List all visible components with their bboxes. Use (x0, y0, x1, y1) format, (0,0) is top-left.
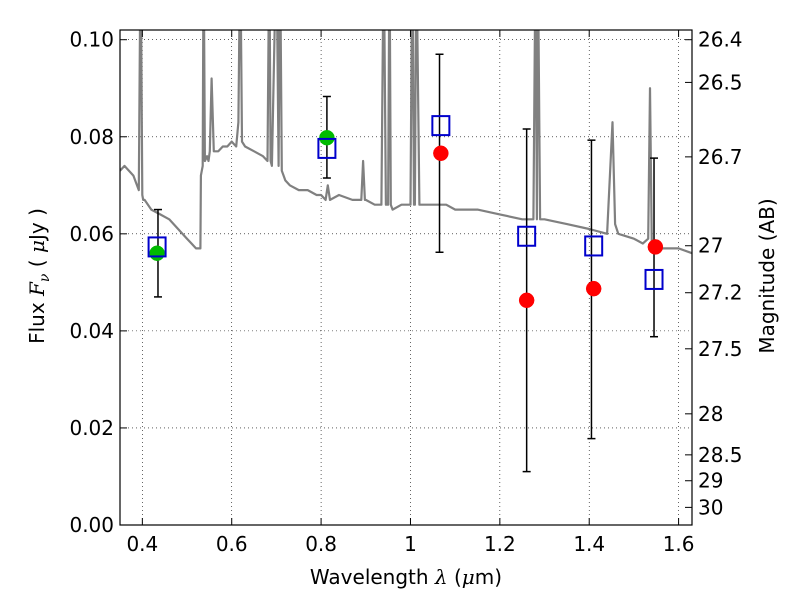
y-tick-label: 0.06 (69, 222, 114, 246)
model-square-point (644, 268, 664, 290)
right-tick-label: 26.4 (698, 28, 743, 52)
green-point (319, 129, 335, 146)
red-point (585, 280, 602, 297)
model-square-point (147, 236, 167, 258)
red-point (518, 292, 535, 309)
model-square-point (517, 225, 537, 247)
x-tick-label: 1.2 (484, 532, 516, 556)
right-tick-label: 26.7 (698, 145, 743, 169)
right-tick-label: 26.5 (698, 70, 743, 94)
right-tick-label: 29 (698, 469, 723, 493)
green-point (149, 245, 165, 261)
x-axis-label: Wavelength λ (μm) (310, 565, 502, 589)
x-tick-label: 0.6 (216, 532, 248, 556)
plot-frame (119, 29, 693, 526)
y-tick-label: 0.00 (69, 513, 114, 537)
x-tick-label: 0.4 (126, 532, 158, 556)
right-tick-label: 27.5 (698, 337, 743, 361)
y-tick-label: 0.10 (69, 28, 114, 52)
model-square-point (584, 235, 604, 257)
model-square-point (431, 115, 451, 137)
series-layer (120, 30, 692, 473)
right-tick-label: 28.5 (698, 443, 743, 467)
y-tick-label: 0.02 (69, 416, 114, 440)
x-tick-label: 1.6 (663, 532, 695, 556)
red-point (647, 239, 664, 255)
y-axis-right-label: Magnitude (AB) (755, 198, 779, 353)
x-tick-label: 1.4 (573, 532, 605, 556)
right-tick-label: 27 (698, 234, 723, 258)
y-tick-label: 0.04 (69, 319, 114, 343)
right-tick-label: 30 (698, 495, 723, 519)
model-sed-line (120, 30, 692, 255)
tick-layer: 0.4 0.6 0.8 1 1.2 1.4 1.6 0.00 0.02 0.04 0.06 0.08 0… (69, 28, 742, 556)
red-point (433, 145, 449, 162)
y-tick-label: 0.08 (69, 125, 114, 149)
right-tick-label: 27.2 (698, 281, 743, 305)
y-axis-label: Flux Fν ( μJy ) (25, 208, 53, 344)
x-tick-label: 1 (404, 532, 417, 556)
x-tick-label: 0.8 (305, 532, 337, 556)
right-tick-label: 28 (698, 402, 723, 426)
grid (120, 30, 692, 526)
model-square-point (317, 137, 337, 159)
